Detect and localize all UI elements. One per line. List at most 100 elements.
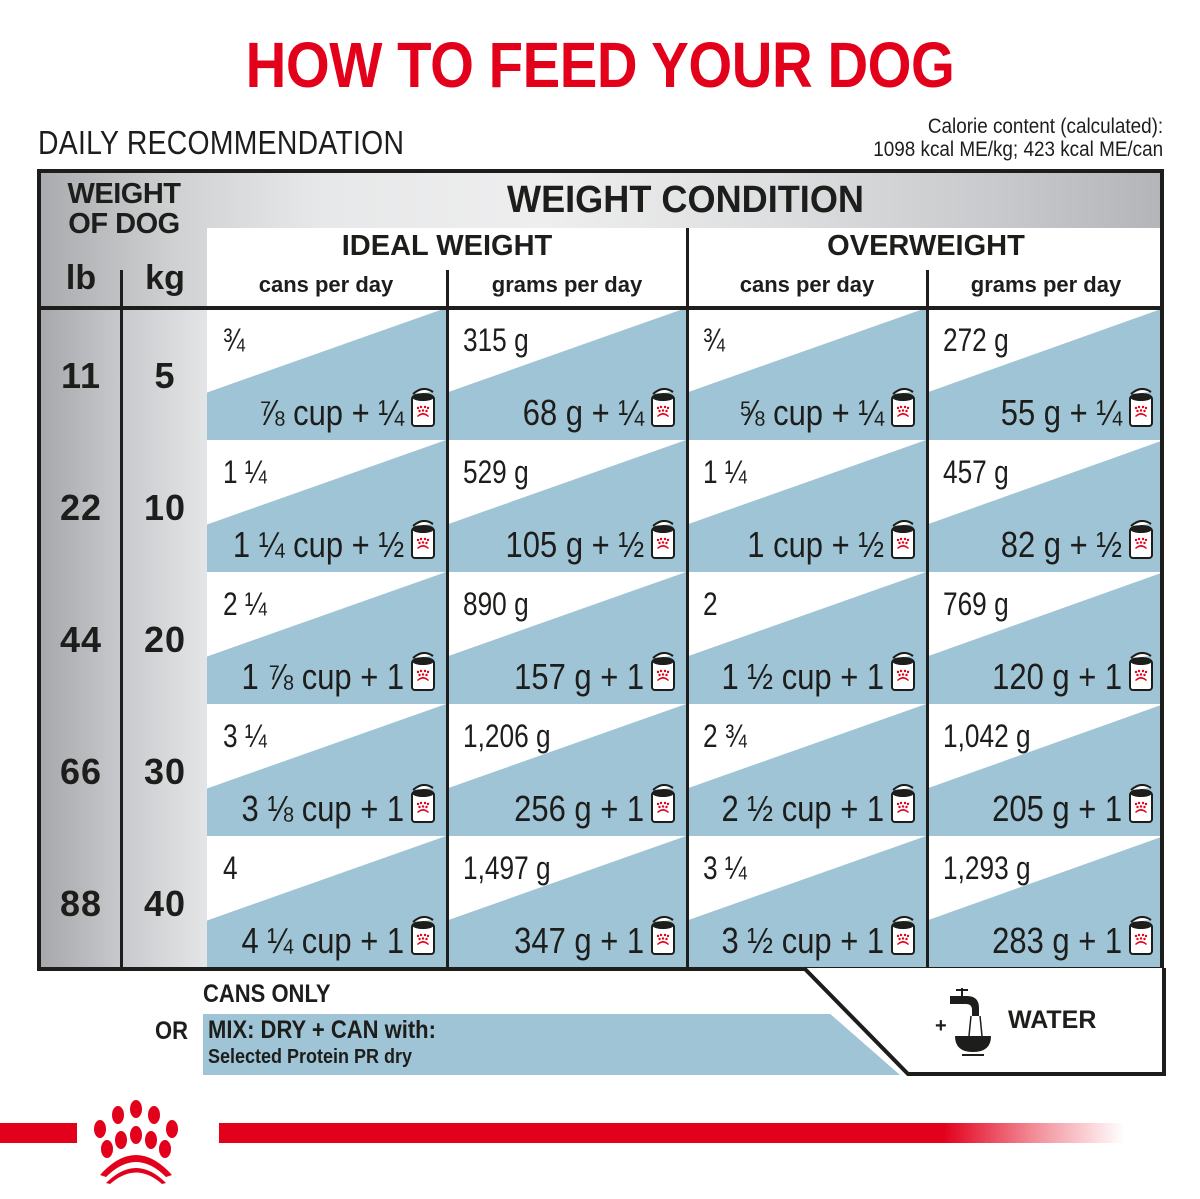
ideal-col-divider (446, 270, 449, 306)
mix-value: 1 ½ cup + 1 (721, 656, 884, 697)
cans-only-value: 457 g (943, 454, 1009, 490)
cans-only-value: 1,206 g (463, 718, 551, 754)
mix-value: 256 g + 1 (514, 788, 644, 829)
row-1-kg: 5 (154, 355, 176, 396)
cans-only-value: 2 ¾ (703, 718, 747, 754)
royal-canin-can-icon (1129, 520, 1153, 559)
row-1-lb: 11 (60, 355, 102, 396)
mix-value: 1 ⅞ cup + 1 (241, 656, 404, 697)
calorie-line-1: Calorie content (calculated): (927, 115, 1163, 138)
unit-lb-header: lb (65, 259, 97, 297)
mix-band (203, 1014, 900, 1075)
unit-kg-header: kg (145, 259, 185, 297)
royal-canin-can-icon (1129, 916, 1153, 955)
cans-only-value: 1,042 g (943, 718, 1031, 754)
mix-value: 82 g + ½ (1000, 524, 1122, 565)
table-cell-ideal-grams: 1,206 g 256 g + 1 (447, 704, 686, 836)
table-cell-overweight-cans: 2 ¾ 2 ½ cup + 1 (687, 704, 926, 836)
royal-canin-can-icon (651, 652, 675, 691)
mix-value: 347 g + 1 (514, 920, 644, 961)
royal-canin-can-icon (411, 784, 435, 823)
mix-value: 55 g + ¼ (1000, 392, 1122, 433)
mix-value: ⅝ cup + ¼ (738, 392, 884, 433)
royal-canin-can-icon (891, 652, 915, 691)
royal-canin-can-icon (651, 784, 675, 823)
mix-value: 3 ⅛ cup + 1 (241, 788, 404, 829)
mix-value: 105 g + ½ (505, 524, 644, 565)
mix-value: 68 g + ¼ (522, 392, 644, 433)
cans-only-value: 2 (703, 586, 718, 622)
condition-subheader: IDEAL WEIGHT OVERWEIGHT cans per day gra… (207, 228, 1160, 306)
overweight-col-line (926, 306, 929, 967)
lb-kg-divider (120, 306, 123, 967)
cans-only-value: 769 g (943, 586, 1009, 622)
condition-divider (686, 228, 689, 306)
condition-line (686, 306, 689, 967)
table-cell-ideal-cans: ¾ ⅞ cup + ¼ (207, 308, 446, 440)
water-label: WATER (1008, 1006, 1097, 1034)
cans-only-value: 1 ¼ (223, 454, 267, 490)
mix-value: 1 ¼ cup + ½ (232, 524, 404, 565)
mix-value: 4 ¼ cup + 1 (241, 920, 404, 961)
table-cell-ideal-cans: 3 ¼ 3 ⅛ cup + 1 (207, 704, 446, 836)
royal-canin-can-icon (411, 520, 435, 559)
cans-only-value: 1,293 g (943, 850, 1031, 886)
main-title: HOW TO FEED YOUR DOG (245, 29, 955, 101)
cans-only-value: ¾ (223, 322, 245, 358)
table-cell-overweight-grams: 769 g 120 g + 1 (927, 572, 1160, 704)
tap-and-bowl-icon: + (935, 988, 991, 1056)
table-cell-ideal-cans: 2 ¼ 1 ⅞ cup + 1 (207, 572, 446, 704)
table-cell-ideal-grams: 1,497 g 347 g + 1 (447, 836, 686, 967)
table-cell-ideal-cans: 1 ¼ 1 ¼ cup + ½ (207, 440, 446, 572)
cans-only-value: 890 g (463, 586, 529, 622)
cans-only-value: 529 g (463, 454, 529, 490)
mix-value: 2 ½ cup + 1 (721, 788, 884, 829)
overweight-grams-per-day-header: grams per day (970, 272, 1122, 297)
weight-condition-header: WEIGHT CONDITION (507, 179, 864, 221)
cans-only-label: CANS ONLY (203, 980, 331, 1008)
table-cell-overweight-grams: 272 g 55 g + ¼ (927, 308, 1160, 440)
row-2-kg: 10 (143, 487, 187, 528)
daily-recommendation-heading: DAILY RECOMMENDATION (38, 124, 405, 161)
royal-canin-can-icon (411, 916, 435, 955)
royal-canin-can-icon (1129, 388, 1153, 427)
weight-of-dog-line-1: WEIGHT (67, 178, 182, 210)
row-4-lb: 66 (59, 751, 103, 792)
cans-only-value: 315 g (463, 322, 529, 358)
royal-canin-can-icon (651, 388, 675, 427)
weight-of-dog-header: WEIGHT OF DOG (41, 179, 207, 239)
cans-only-value: 4 (223, 850, 238, 886)
royal-canin-crown-logo (94, 1100, 178, 1184)
royal-canin-can-icon (891, 520, 915, 559)
mix-value: 120 g + 1 (992, 656, 1122, 697)
mix-value: ⅞ cup + ¼ (258, 392, 404, 433)
water-box (802, 966, 1166, 1076)
row-3-kg: 20 (143, 619, 187, 660)
weight-of-dog-line-2: OF DOG (68, 208, 180, 240)
cans-only-value: 1,497 g (463, 850, 551, 886)
mix-value: 283 g + 1 (992, 920, 1122, 961)
mix-value: 205 g + 1 (992, 788, 1122, 829)
royal-canin-can-icon (411, 388, 435, 427)
cans-only-value: 3 ¼ (223, 718, 267, 754)
royal-canin-can-icon (891, 388, 915, 427)
table-cell-overweight-grams: 457 g 82 g + ½ (927, 440, 1160, 572)
mix-dry-can-label: MIX: DRY + CAN with: (208, 1016, 436, 1044)
ideal-col-line (446, 306, 449, 967)
calorie-line-2: 1098 kcal ME/kg; 423 kcal ME/can (873, 138, 1163, 161)
table-cell-overweight-cans: ¾ ⅝ cup + ¼ (687, 308, 926, 440)
table-cell-ideal-grams: 890 g 157 g + 1 (447, 572, 686, 704)
mix-value: 1 cup + ½ (747, 524, 884, 565)
or-label: OR (155, 1017, 188, 1045)
royal-canin-can-icon (411, 652, 435, 691)
royal-canin-can-icon (891, 916, 915, 955)
cans-only-value: ¾ (703, 322, 725, 358)
royal-canin-can-icon (651, 520, 675, 559)
kg-column-background (123, 308, 207, 967)
ideal-cans-per-day-header: cans per day (258, 272, 394, 297)
mix-value: 157 g + 1 (514, 656, 644, 697)
unit-divider (120, 270, 123, 308)
cans-only-value: 1 ¼ (703, 454, 747, 490)
